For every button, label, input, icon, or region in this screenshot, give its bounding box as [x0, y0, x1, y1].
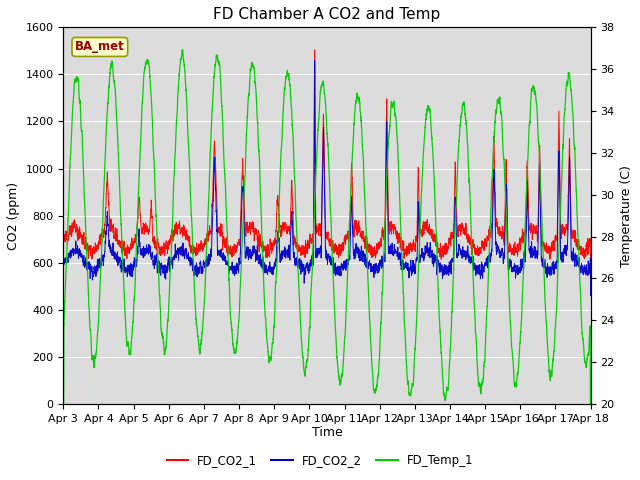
- Y-axis label: CO2 (ppm): CO2 (ppm): [7, 181, 20, 250]
- Legend: FD_CO2_1, FD_CO2_2, FD_Temp_1: FD_CO2_1, FD_CO2_2, FD_Temp_1: [162, 449, 478, 472]
- Title: FD Chamber A CO2 and Temp: FD Chamber A CO2 and Temp: [213, 7, 440, 22]
- X-axis label: Time: Time: [312, 426, 342, 440]
- Y-axis label: Temperature (C): Temperature (C): [620, 165, 633, 266]
- Text: BA_met: BA_met: [75, 40, 125, 53]
